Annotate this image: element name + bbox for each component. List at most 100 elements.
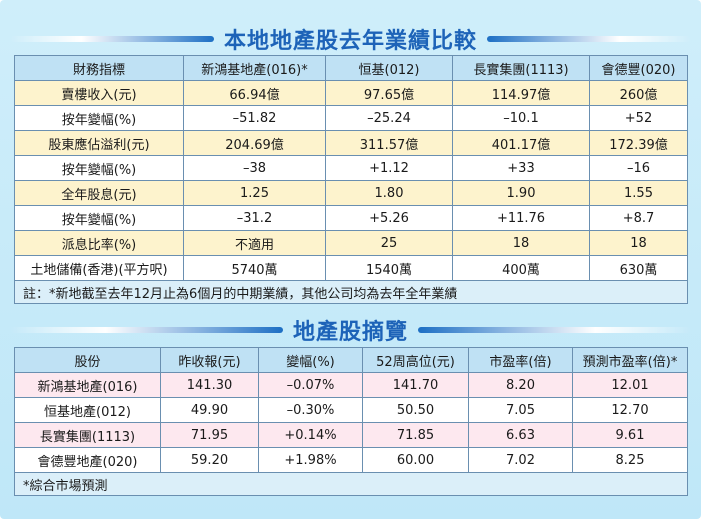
row-label: 按年變幅(%) (14, 205, 184, 231)
row-label: 長實集團(1113) (14, 422, 161, 448)
table-cell: 8.25 (572, 447, 688, 473)
row-label: 土地儲備(香港)(平方呎) (14, 255, 184, 281)
table-cell: 6.63 (468, 422, 573, 448)
table-cell: 114.97億 (452, 80, 590, 106)
table-cell: 172.39億 (589, 130, 688, 156)
table-cell: –38 (183, 155, 326, 181)
table-row: 按年變幅(%) –31.2 +5.26 +11.76 +8.7 (14, 205, 688, 231)
table-footnote: 註：*新地截至去年12月止為6個月的中期業績，其他公司均為去年全年業績 (14, 280, 688, 304)
title-decor-line-right (487, 36, 692, 42)
title-decor-line-right (418, 327, 692, 333)
table-cell: 12.01 (572, 372, 688, 398)
table-cell: 8.20 (468, 372, 573, 398)
table-cell: 311.57億 (325, 130, 453, 156)
section2-title-row: 地產股摘覽 (10, 313, 692, 347)
column-header: 市盈率(倍) (468, 347, 573, 373)
column-header: 股份 (14, 347, 161, 373)
table-row: 會德豐地產(020) 59.20 +1.98% 60.00 7.02 8.25 (14, 447, 688, 473)
table-footnote: *綜合市場預測 (14, 472, 688, 496)
column-header: 昨收報(元) (160, 347, 259, 373)
results-comparison-table-wrap: 財務指標 新鴻基地產(016)* 恒基(012) 長實集團(1113) 會德豐(… (14, 55, 688, 304)
table-cell: 1.25 (183, 180, 326, 206)
table-cell: 60.00 (362, 447, 469, 473)
stock-summary-table-wrap: 股份 昨收報(元) 變幅(%) 52周高位(元) 市盈率(倍) 預測市盈率(倍)… (14, 347, 688, 496)
row-label: 全年股息(元) (14, 180, 184, 206)
column-header: 新鴻基地產(016)* (183, 55, 326, 81)
table-cell: 12.70 (572, 397, 688, 423)
table-cell: 204.69億 (183, 130, 326, 156)
table-cell: 1.80 (325, 180, 453, 206)
section1-title: 本地地產股去年業績比較 (224, 29, 478, 54)
table-cell: 9.61 (572, 422, 688, 448)
table-cell: +1.12 (325, 155, 453, 181)
table-cell: 71.95 (160, 422, 259, 448)
column-header: 52周高位(元) (362, 347, 469, 373)
table-cell: 400萬 (452, 255, 590, 281)
table-cell: –25.24 (325, 105, 453, 131)
table-row: 土地儲備(香港)(平方呎) 5740萬 1540萬 400萬 630萬 (14, 255, 688, 281)
table-cell: 1540萬 (325, 255, 453, 281)
table-cell: 630萬 (589, 255, 688, 281)
table-cell: +11.76 (452, 205, 590, 231)
table-cell: 18 (452, 230, 590, 256)
row-label: 股東應佔溢利(元) (14, 130, 184, 156)
table-cell: –0.07% (258, 372, 363, 398)
column-header: 預測市盈率(倍)* (572, 347, 688, 373)
table-row: 派息比率(%) 不適用 25 18 18 (14, 230, 688, 256)
title-decor-line-left (10, 36, 214, 42)
table-row: 全年股息(元) 1.25 1.80 1.90 1.55 (14, 180, 688, 206)
table-cell: 1.90 (452, 180, 590, 206)
table-row: 恒基地產(012) 49.90 –0.30% 50.50 7.05 12.70 (14, 397, 688, 423)
table-row: 按年變幅(%) –38 +1.12 +33 –16 (14, 155, 688, 181)
table-cell: –10.1 (452, 105, 590, 131)
section2-title: 地產股摘覽 (293, 320, 409, 345)
table-cell: 不適用 (183, 230, 326, 256)
table-cell: 401.17億 (452, 130, 590, 156)
row-label: 會德豐地產(020) (14, 447, 161, 473)
table-cell: +1.98% (258, 447, 363, 473)
table-cell: +52 (589, 105, 688, 131)
table-cell: 141.30 (160, 372, 259, 398)
row-label: 新鴻基地產(016) (14, 372, 161, 398)
row-label: 按年變幅(%) (14, 155, 184, 181)
table-row: 按年變幅(%) –51.82 –25.24 –10.1 +52 (14, 105, 688, 131)
table-footnote-row: 註：*新地截至去年12月止為6個月的中期業績，其他公司均為去年全年業績 (14, 280, 688, 304)
column-header: 會德豐(020) (589, 55, 688, 81)
table-cell: 71.85 (362, 422, 469, 448)
table-cell: 260億 (589, 80, 688, 106)
table-cell: –31.2 (183, 205, 326, 231)
table-cell: 25 (325, 230, 453, 256)
results-comparison-table: 財務指標 新鴻基地產(016)* 恒基(012) 長實集團(1113) 會德豐(… (14, 55, 688, 304)
stock-summary-table: 股份 昨收報(元) 變幅(%) 52周高位(元) 市盈率(倍) 預測市盈率(倍)… (14, 347, 688, 496)
table-cell: +33 (452, 155, 590, 181)
table-cell: 50.50 (362, 397, 469, 423)
table-cell: 141.70 (362, 372, 469, 398)
table-cell: 7.02 (468, 447, 573, 473)
table-row: 新鴻基地產(016) 141.30 –0.07% 141.70 8.20 12.… (14, 372, 688, 398)
row-label: 恒基地產(012) (14, 397, 161, 423)
table-cell: –16 (589, 155, 688, 181)
table-cell: 7.05 (468, 397, 573, 423)
column-header: 長實集團(1113) (452, 55, 590, 81)
table-cell: 5740萬 (183, 255, 326, 281)
column-header: 財務指標 (14, 55, 184, 81)
table-row: 股東應佔溢利(元) 204.69億 311.57億 401.17億 172.39… (14, 130, 688, 156)
section1-title-row: 本地地產股去年業績比較 (10, 22, 692, 56)
table-cell: 97.65億 (325, 80, 453, 106)
row-label: 派息比率(%) (14, 230, 184, 256)
table-row: 長實集團(1113) 71.95 +0.14% 71.85 6.63 9.61 (14, 422, 688, 448)
table-cell: 1.55 (589, 180, 688, 206)
table-cell: 59.20 (160, 447, 259, 473)
row-label: 賣樓收入(元) (14, 80, 184, 106)
table-header-row: 股份 昨收報(元) 變幅(%) 52周高位(元) 市盈率(倍) 預測市盈率(倍)… (14, 347, 688, 373)
table-cell: +5.26 (325, 205, 453, 231)
table-cell: 18 (589, 230, 688, 256)
row-label: 按年變幅(%) (14, 105, 184, 131)
table-header-row: 財務指標 新鴻基地產(016)* 恒基(012) 長實集團(1113) 會德豐(… (14, 55, 688, 81)
table-cell: +8.7 (589, 205, 688, 231)
table-cell: –51.82 (183, 105, 326, 131)
title-decor-line-left (10, 327, 283, 333)
column-header: 變幅(%) (258, 347, 363, 373)
table-row: 賣樓收入(元) 66.94億 97.65億 114.97億 260億 (14, 80, 688, 106)
